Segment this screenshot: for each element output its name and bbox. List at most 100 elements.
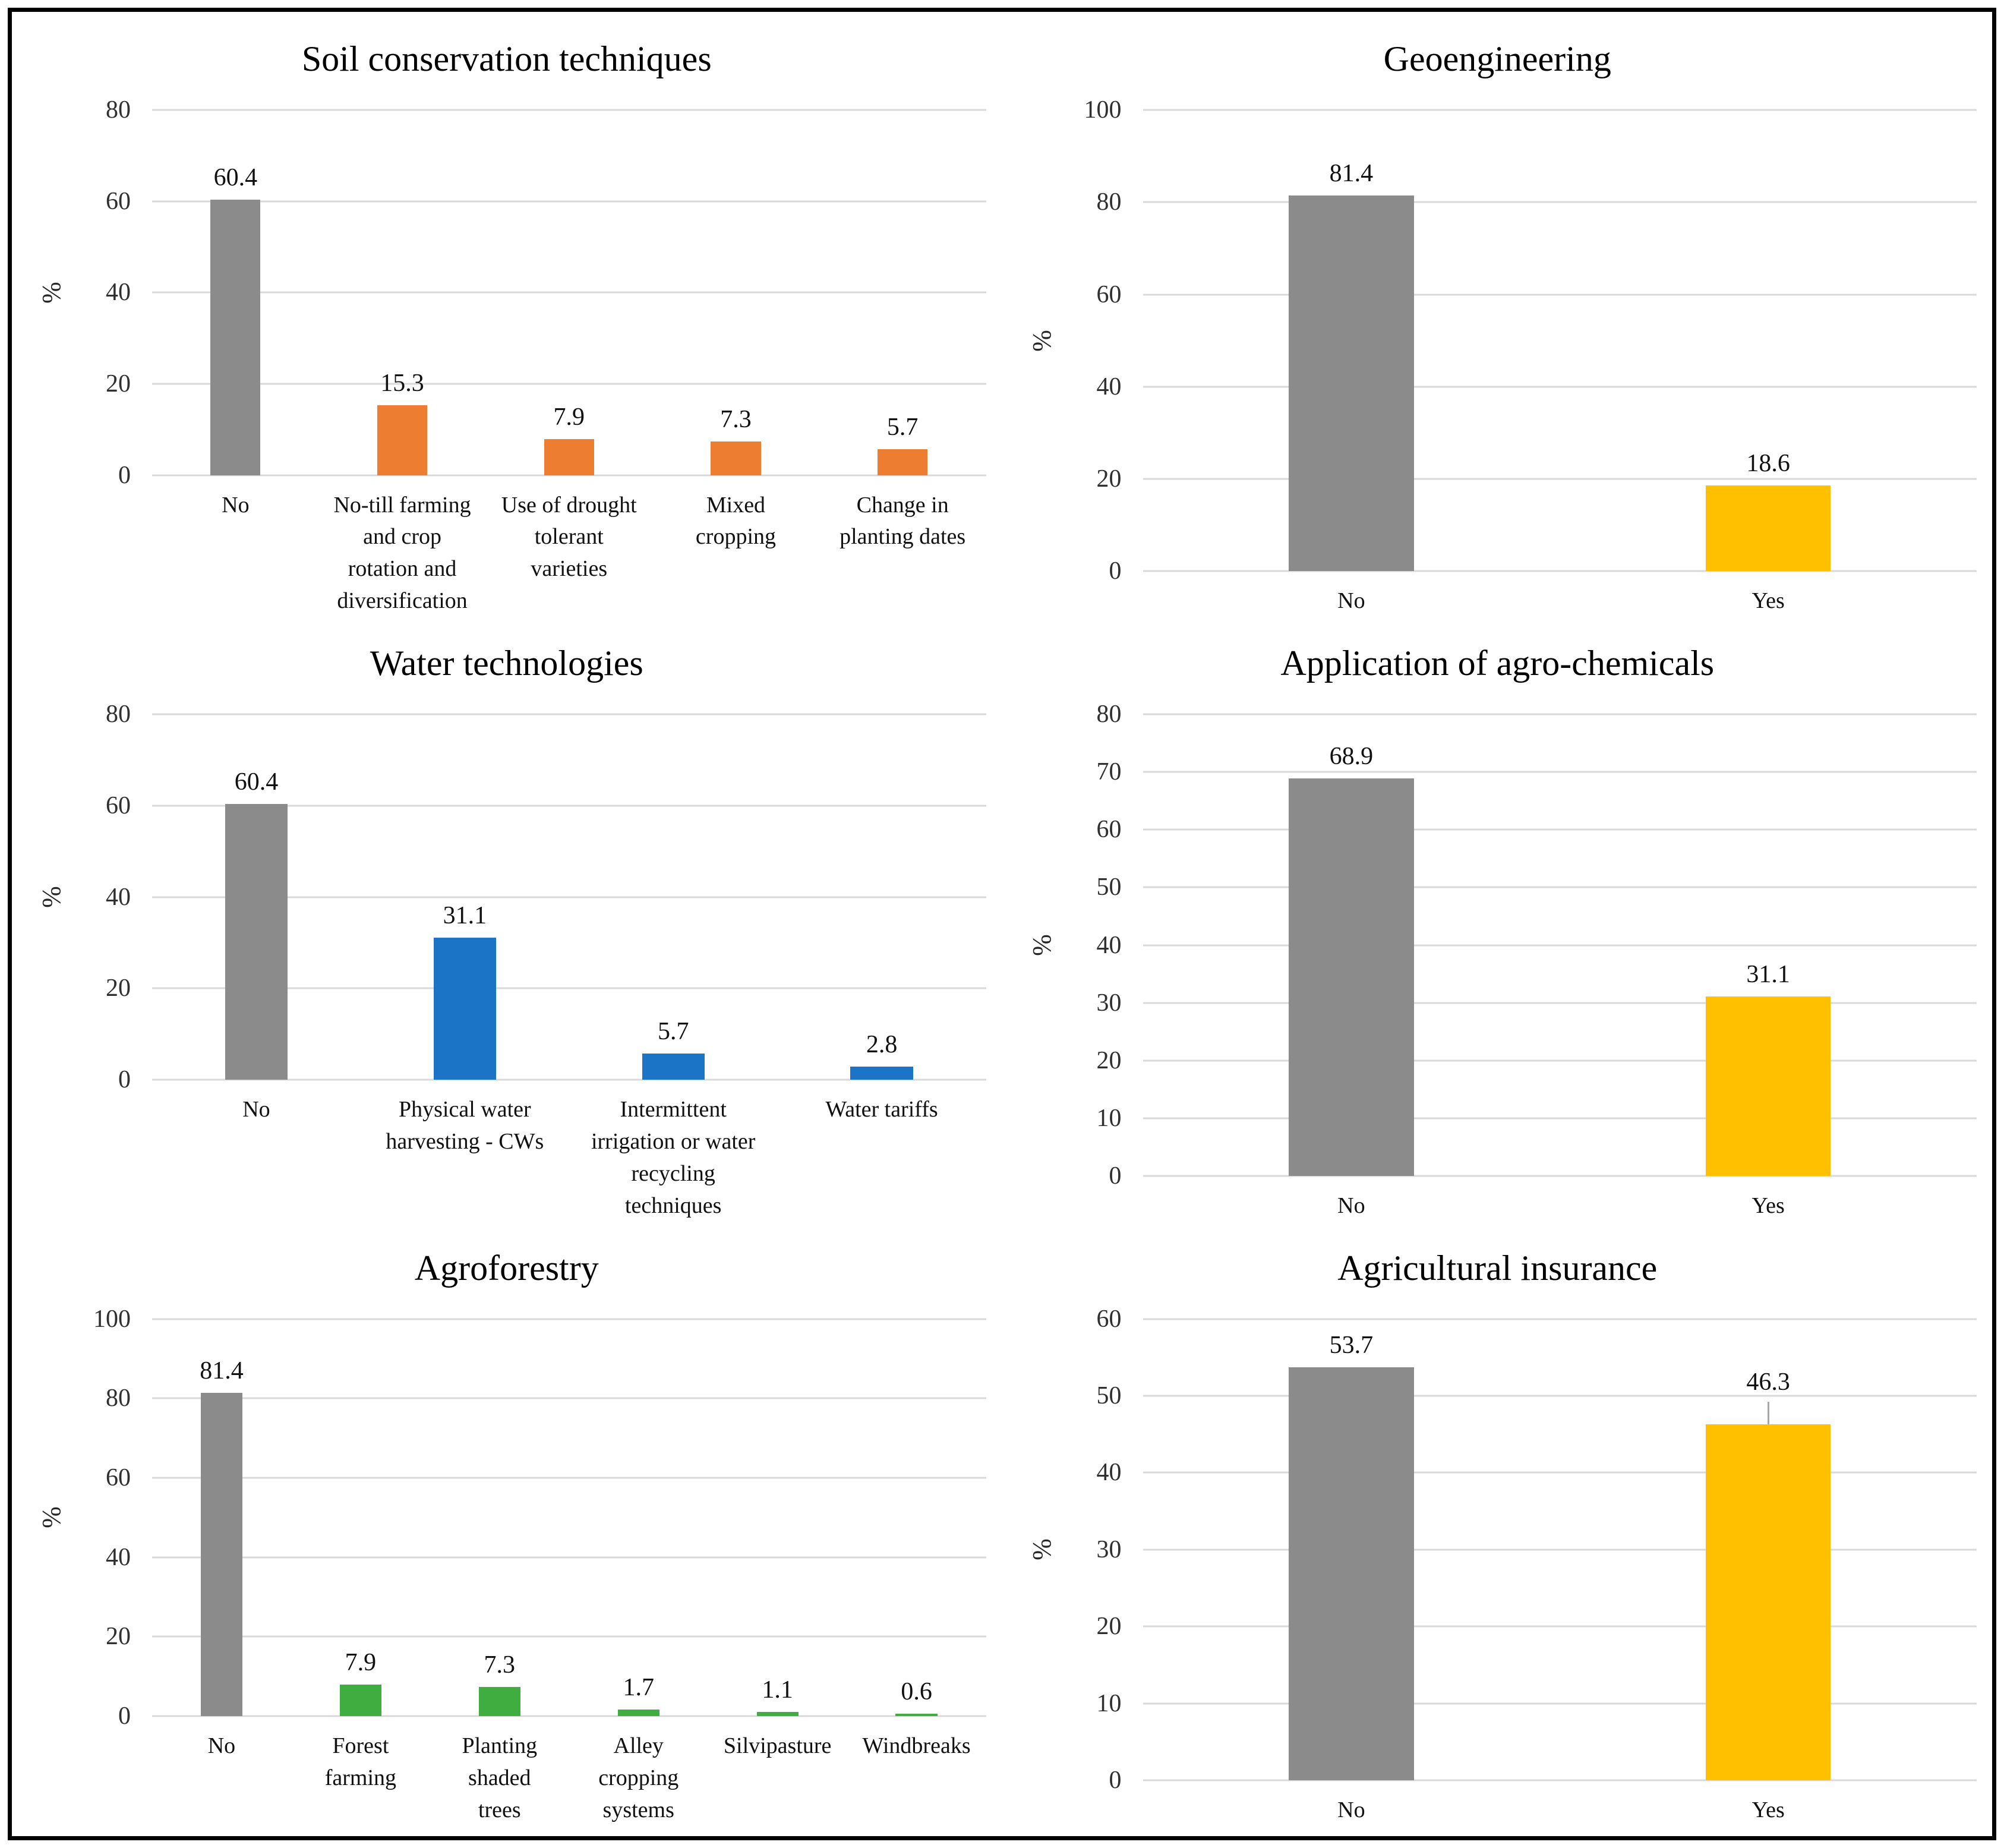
bar-value-label: 46.3 [1746, 1368, 1790, 1396]
bar [878, 449, 928, 475]
gridline [1143, 1702, 1977, 1705]
y-axis-ticks: 0 20 40 60 80 100 [1066, 97, 1143, 584]
bar-value-label: 7.3 [484, 1651, 516, 1679]
y-tick-label: 100 [93, 1305, 131, 1333]
bar [478, 1687, 520, 1717]
bar-value-label: 7.9 [553, 403, 585, 431]
x-category-label: No [207, 1733, 236, 1759]
plot-area: 68.9 31.1 [1143, 713, 1977, 1177]
y-tick-label: 0 [118, 1702, 131, 1730]
bar [1289, 778, 1414, 1176]
gridline [152, 1477, 986, 1479]
y-tick-label: 20 [1096, 1613, 1122, 1641]
gridline [152, 896, 986, 898]
chart-title: Application of agro-chemicals [1280, 644, 1715, 683]
y-axis-ticks: 0 20 40 60 80 [75, 97, 152, 488]
y-tick-label: 0 [1109, 557, 1122, 585]
y-tick-label: 10 [1096, 1689, 1122, 1717]
gridline [1143, 1117, 1977, 1119]
x-category-label: Mixed cropping [695, 492, 776, 550]
bar-value-label: 68.9 [1329, 743, 1374, 771]
bar [617, 1709, 659, 1717]
x-category-label: No [242, 1096, 270, 1122]
chart-title: Soil conservation techniques [301, 39, 712, 78]
bar-slot: 60.4 [152, 714, 361, 1080]
bar-slot: 2.8 [778, 714, 986, 1080]
bar-value-label: 1.7 [623, 1673, 654, 1701]
x-axis-labels: No Yes [1143, 1780, 1977, 1827]
y-tick-label: 80 [1096, 188, 1122, 216]
bar-slot: 18.6 [1560, 110, 1977, 572]
bar [210, 199, 261, 475]
bar-value-label: 2.8 [866, 1031, 898, 1059]
gridline [152, 713, 986, 715]
bar-value-label: 5.7 [657, 1018, 689, 1046]
y-tick-label: 80 [1096, 701, 1122, 729]
bar-slot: 1.1 [708, 1319, 847, 1717]
bar [544, 439, 594, 475]
chart-agroforestry: Agroforestry % 0 20 40 60 80 100 81.4 7.9 7.3 1.… [27, 1229, 986, 1830]
bar-value-label: 53.7 [1329, 1332, 1374, 1360]
bar [1705, 1424, 1831, 1781]
plot-row: % 0 20 40 60 80 100 81.4 7.9 7.3 1.7 1.1 0.6 [27, 1307, 986, 1729]
y-tick-label: 80 [106, 96, 131, 124]
y-tick-label: 60 [106, 791, 131, 819]
x-axis-labels: No No-till farming and crop rotation and … [152, 475, 986, 618]
bar-slot: 7.9 [485, 110, 652, 475]
gridline [1143, 109, 1977, 111]
gridline [1143, 294, 1977, 296]
gridline [1143, 771, 1977, 773]
gridline [152, 474, 986, 477]
bar-value-label: 18.6 [1746, 449, 1790, 477]
chart-agricultural-insurance: Agricultural insurance % 0 10 20 30 40 50 60 5… [1018, 1229, 1977, 1830]
bar-value-label: 81.4 [1329, 160, 1374, 188]
gridline [1143, 1549, 1977, 1551]
gridline [152, 291, 986, 294]
y-tick-label: 60 [1096, 816, 1122, 844]
x-category-label: Use of drought tolerant varieties [501, 492, 637, 582]
gridline [152, 383, 986, 385]
y-tick-label: 100 [1084, 96, 1122, 124]
y-axis-label-column: % [27, 110, 75, 475]
gridline [1143, 1059, 1977, 1062]
gridline [152, 109, 986, 111]
x-category-label: Yes [1751, 1797, 1785, 1823]
bar [1705, 485, 1831, 572]
y-tick-label: 60 [1096, 280, 1122, 308]
y-axis-label-column: % [1018, 110, 1066, 571]
gridline [1143, 201, 1977, 203]
x-category-label: Alley cropping systems [598, 1733, 679, 1823]
bar-slot: 7.9 [291, 1319, 430, 1717]
y-tick-label: 30 [1096, 1535, 1122, 1563]
y-tick-label: 40 [1096, 1459, 1122, 1487]
bar-slot: 0.6 [847, 1319, 986, 1717]
data-label-leader-line [1768, 1401, 1770, 1424]
y-axis-ticks: 0 20 40 60 80 [75, 702, 152, 1092]
bar [642, 1054, 705, 1080]
gridline [152, 987, 986, 989]
bar-slot: 60.4 [152, 110, 319, 475]
y-axis-ticks: 0 10 20 30 40 50 60 [1066, 1307, 1143, 1793]
x-category-label: Windbreaks [862, 1733, 971, 1759]
bar-value-label: 31.1 [443, 901, 487, 929]
gridline [152, 1556, 986, 1559]
y-tick-label: 0 [118, 461, 131, 489]
bar [895, 1714, 938, 1717]
bar-slot: 15.3 [319, 110, 486, 475]
bar [200, 1393, 243, 1717]
gridline [1143, 478, 1977, 480]
gridline [1143, 1625, 1977, 1628]
y-axis-ticks: 0 20 40 60 80 100 [75, 1307, 152, 1729]
bar-value-label: 0.6 [901, 1678, 932, 1706]
plot-row: % 0 10 20 30 40 50 60 70 80 68.9 31.1 [1018, 702, 1977, 1188]
plot-area: 60.4 15.3 7.9 7.3 5.7 [152, 109, 986, 477]
chart-application-of-agro-chemicals: Application of agro-chemicals % 0 10 20 30 4… [1018, 625, 1977, 1225]
x-category-label: Yes [1751, 1193, 1785, 1218]
y-axis-label: % [36, 281, 66, 304]
bar-value-label: 60.4 [213, 163, 258, 191]
bar [339, 1685, 381, 1717]
bar [225, 803, 288, 1080]
x-category-label: Silvipasture [723, 1733, 832, 1759]
bar-value-label: 81.4 [200, 1357, 244, 1385]
chart-title: Geoengineering [1383, 39, 1611, 78]
